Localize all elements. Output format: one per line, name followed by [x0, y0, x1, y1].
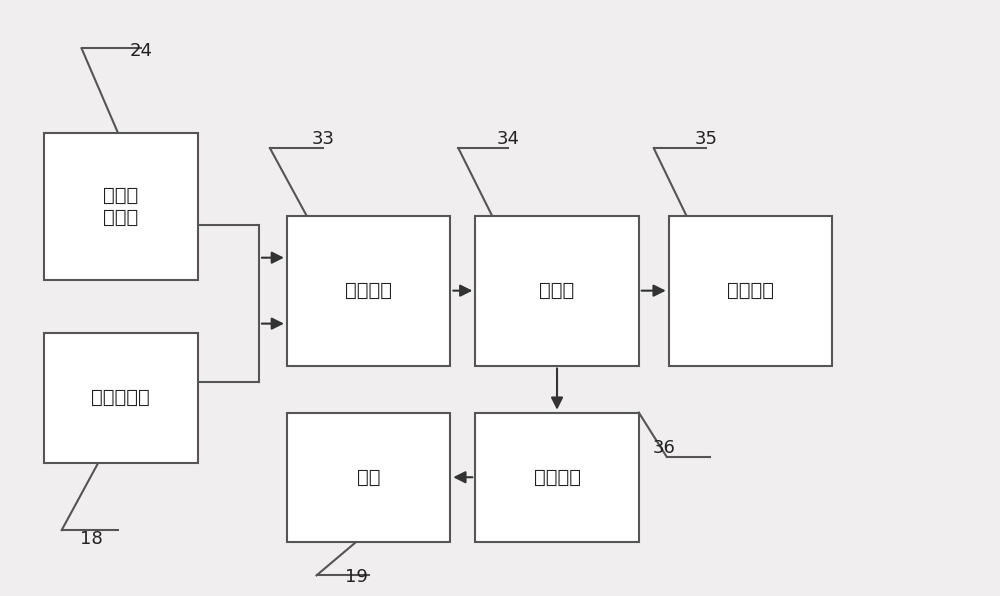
- Text: 电机: 电机: [357, 468, 380, 487]
- Bar: [44, 333, 198, 462]
- Bar: [475, 216, 639, 365]
- Text: 调理电路: 调理电路: [345, 281, 392, 300]
- Text: 18: 18: [80, 530, 103, 548]
- Bar: [669, 216, 832, 365]
- Text: 36: 36: [652, 439, 675, 457]
- Text: 33: 33: [312, 131, 335, 148]
- Text: 单片机: 单片机: [539, 281, 575, 300]
- Text: 电涡流
传感器: 电涡流 传感器: [103, 187, 138, 228]
- Bar: [475, 412, 639, 542]
- Text: 位移传感器: 位移传感器: [91, 389, 150, 408]
- Bar: [287, 216, 450, 365]
- Text: 驱动电路: 驱动电路: [534, 468, 581, 487]
- Text: 35: 35: [695, 131, 718, 148]
- Bar: [44, 134, 198, 280]
- Text: 显示电路: 显示电路: [727, 281, 774, 300]
- Text: 19: 19: [345, 568, 368, 586]
- Text: 34: 34: [496, 131, 519, 148]
- Bar: [287, 412, 450, 542]
- Text: 24: 24: [130, 42, 153, 60]
